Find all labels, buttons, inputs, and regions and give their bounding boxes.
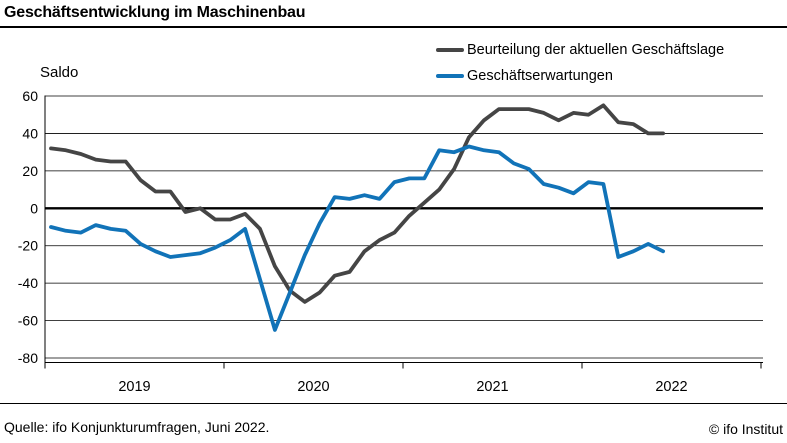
series-line-erwartungen	[49, 144, 665, 332]
legend-label-geschaeftslage: Beurteilung der aktuellen Geschäftslage	[467, 42, 725, 58]
geschaeftslage-line-swatch	[436, 47, 464, 53]
legend-item-geschaeftslage: Beurteilung der aktuellen Geschäftslage	[436, 37, 724, 63]
y-tick-label: -40	[18, 275, 38, 291]
x-year-label: 2020	[297, 379, 329, 395]
source-note: Quelle: ifo Konjunkturumfragen, Juni 202…	[4, 419, 270, 435]
y-tick-label: 20	[22, 163, 38, 179]
title-divider	[0, 26, 787, 28]
y-tick-label: 40	[22, 125, 38, 141]
legend-label-erwartungen: Geschäftserwartungen	[467, 68, 613, 84]
x-year-label: 2019	[118, 379, 150, 395]
y-tick-label: 0	[30, 200, 38, 216]
y-tick-label: -20	[18, 238, 38, 254]
page-title: Geschäftsentwicklung im Maschinenbau	[4, 4, 306, 21]
series-line-geschaeftslage	[49, 103, 665, 304]
legend-item-erwartungen: Geschäftserwartungen	[436, 63, 724, 89]
x-year-label: 2021	[476, 379, 508, 395]
y-tick-label: -80	[18, 350, 38, 366]
chart-legend: Beurteilung der aktuellen Geschäftslage …	[436, 37, 724, 89]
y-axis-label: Saldo	[40, 64, 79, 81]
footer-divider	[0, 403, 787, 404]
copyright-note: © ifo Institut	[708, 421, 783, 437]
y-tick-label: 60	[22, 88, 38, 104]
erwartungen-line-swatch	[436, 73, 464, 79]
x-year-label: 2022	[655, 379, 687, 395]
y-tick-label: -60	[18, 313, 38, 329]
